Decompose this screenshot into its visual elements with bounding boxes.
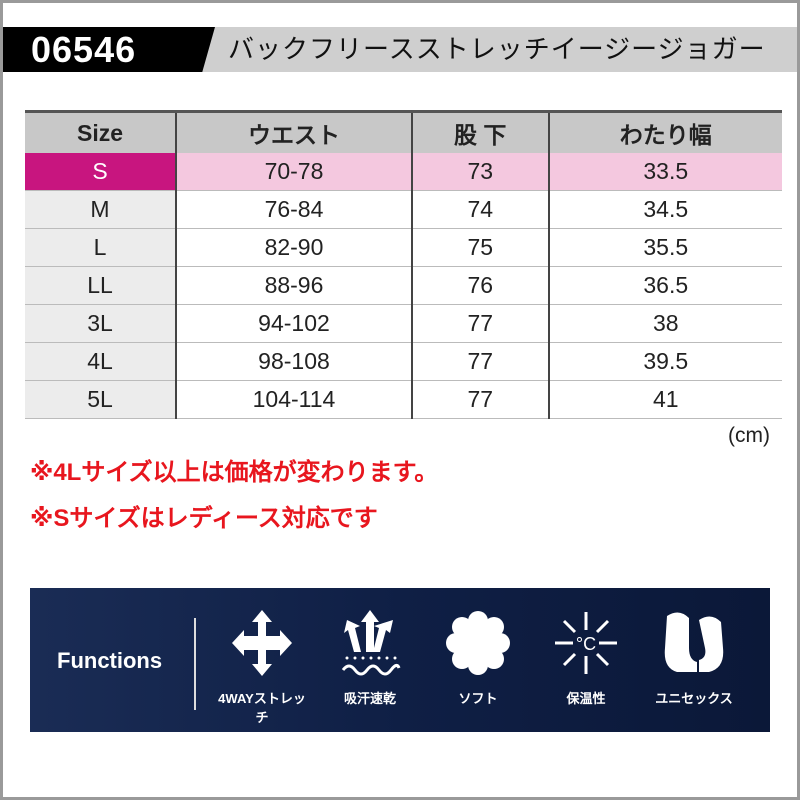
table-row: 4L 98-108 77 39.5 [25,342,782,381]
header-waist: ウエスト [175,110,412,153]
four-way-arrows-icon [232,610,292,676]
thigh-cell: 33.5 [547,153,782,191]
unit-label: (cm) [728,424,770,447]
functions-panel: Functions 4WAYストレッチ 吸汗速乾 ソフト °C 保温性 ユニセッ… [30,588,770,732]
feature-sweat: 吸汗速乾 [320,608,420,707]
unisex-icon [664,612,724,672]
note-ladies: ※Sサイズはレディース対応です [30,505,378,532]
table-row: M 76-84 74 34.5 [25,190,782,229]
feature-soft: ソフト [428,608,528,707]
inseam-cell: 77 [410,380,549,419]
inseam-cell: 74 [410,190,549,229]
inseam-cell: 76 [410,266,549,305]
thigh-cell: 41 [547,380,782,419]
thigh-cell: 38 [547,304,782,343]
thigh-cell: 36.5 [547,266,782,305]
warmth-icon: °C [555,612,617,674]
thigh-cell: 34.5 [547,190,782,229]
header-inseam: 股 下 [410,110,549,153]
svg-text:°C: °C [576,634,596,654]
waist-cell: 94-102 [175,304,412,343]
size-cell: M [25,190,176,229]
waist-cell: 82-90 [175,228,412,267]
product-title: バックフリースストレッチイージージョガー [228,34,766,64]
table-row: L 82-90 75 35.5 [25,228,782,267]
table-row: 3L 94-102 77 38 [25,304,782,343]
feature-unisex: ユニセックス [644,608,744,707]
feature-4way: 4WAYストレッチ [212,608,312,726]
waist-cell: 88-96 [175,266,412,305]
size-table: Size ウエスト 股 下 わたり幅 S 70-78 73 33.5 M 76-84 74 3… [25,110,782,419]
sweat-wicking-icon [341,610,401,676]
header-thigh: わたり幅 [547,110,782,153]
thigh-cell: 39.5 [547,342,782,381]
size-cell: LL [25,266,176,305]
size-cell: 5L [25,380,176,419]
note-price: ※4Lサイズ以上は価格が変わります。 [30,459,439,486]
feature-warmth: °C 保温性 [536,608,636,707]
waist-cell: 76-84 [175,190,412,229]
waist-cell: 98-108 [175,342,412,381]
inseam-cell: 73 [410,153,549,191]
inseam-cell: 77 [410,304,549,343]
soft-cloud-icon [446,611,510,675]
header-size: Size [25,110,176,153]
thigh-cell: 35.5 [547,228,782,267]
size-cell: L [25,228,176,267]
inseam-cell: 77 [410,342,549,381]
size-cell: 4L [25,342,176,381]
waist-cell: 70-78 [175,153,412,191]
size-cell: 3L [25,304,176,343]
size-cell: S [25,153,176,191]
functions-title: Functions [57,648,163,673]
table-header: Size ウエスト 股 下 わたり幅 [25,110,782,153]
divider [194,618,196,710]
table-row: LL 88-96 76 36.5 [25,266,782,305]
table-row: S 70-78 73 33.5 [25,153,782,191]
waist-cell: 104-114 [175,380,412,419]
table-row: 5L 104-114 77 41 [25,380,782,419]
inseam-cell: 75 [410,228,549,267]
product-code: 06546 [3,27,215,72]
